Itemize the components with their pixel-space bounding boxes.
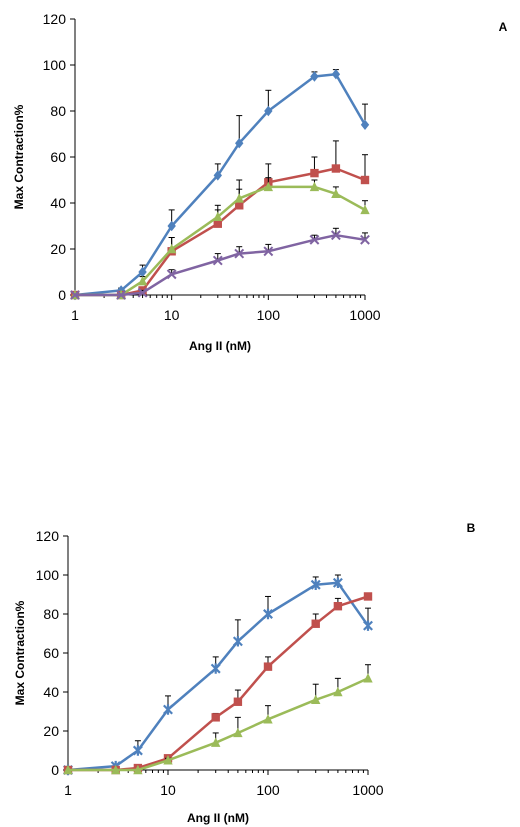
data-point xyxy=(263,662,273,671)
series-line xyxy=(67,581,370,772)
data-point xyxy=(363,673,373,683)
data-point xyxy=(263,181,274,192)
data-point xyxy=(63,764,73,775)
x-tick-label: 1 xyxy=(64,782,72,798)
data-point xyxy=(213,170,222,181)
data-point xyxy=(309,234,320,245)
data-point xyxy=(330,230,341,241)
data-point xyxy=(310,579,321,590)
data-point xyxy=(234,248,245,259)
data-point xyxy=(70,290,80,300)
data-point xyxy=(233,727,243,738)
data-point xyxy=(310,168,319,178)
data-point xyxy=(360,234,370,245)
x-tick-label: 1 xyxy=(71,307,79,323)
data-point xyxy=(232,636,243,647)
x-axis-title: Ang II (nM) xyxy=(187,811,249,825)
data-point xyxy=(360,119,370,130)
y-tick-label: 0 xyxy=(58,287,66,303)
y-axis-title: Max Contraction% xyxy=(12,104,26,209)
data-point xyxy=(163,704,173,715)
y-tick-label: 60 xyxy=(50,149,66,165)
series-line xyxy=(75,233,366,297)
y-tick-label: 20 xyxy=(50,241,66,257)
data-point xyxy=(331,188,341,198)
data-point xyxy=(363,620,373,631)
data-point xyxy=(310,71,319,82)
data-point xyxy=(213,211,223,221)
y-axis-title: Max Contraction% xyxy=(13,600,27,705)
data-point xyxy=(263,714,273,724)
x-tick-label: 10 xyxy=(160,782,176,798)
data-point xyxy=(235,201,244,210)
data-point xyxy=(133,764,143,775)
data-point xyxy=(137,276,148,286)
y-tick-label: 100 xyxy=(36,567,60,583)
data-point xyxy=(263,246,274,257)
x-tick-label: 100 xyxy=(256,782,280,798)
series-blue xyxy=(63,574,373,776)
series-line xyxy=(74,72,367,297)
series-line xyxy=(68,677,369,772)
data-point xyxy=(360,204,370,215)
data-point xyxy=(309,181,320,192)
data-point xyxy=(116,290,127,300)
data-point xyxy=(212,255,223,266)
series-green xyxy=(63,664,373,775)
y-tick-label: 40 xyxy=(43,684,59,700)
series-blue xyxy=(70,69,370,301)
data-point xyxy=(211,713,220,722)
data-point xyxy=(264,105,273,117)
data-point xyxy=(263,608,273,620)
series-line xyxy=(75,167,366,297)
data-point xyxy=(235,138,244,149)
data-point xyxy=(166,269,177,280)
data-point xyxy=(213,219,222,228)
panel-label: A xyxy=(499,20,508,34)
data-point xyxy=(211,737,221,747)
data-point xyxy=(233,697,243,706)
data-point xyxy=(363,592,373,601)
y-tick-label: 80 xyxy=(43,606,59,622)
data-point xyxy=(333,686,343,697)
data-point xyxy=(333,602,343,611)
y-tick-label: 40 xyxy=(50,195,66,211)
data-point xyxy=(331,69,341,80)
data-point xyxy=(166,243,177,254)
data-point xyxy=(167,220,176,232)
y-tick-label: 120 xyxy=(36,528,60,544)
series-line xyxy=(75,185,366,297)
data-point xyxy=(111,764,121,775)
x-tick-label: 100 xyxy=(257,307,281,323)
y-tick-label: 80 xyxy=(50,103,66,119)
y-tick-label: 0 xyxy=(51,762,59,778)
y-tick-label: 60 xyxy=(43,645,59,661)
data-point xyxy=(210,663,221,674)
y-tick-label: 120 xyxy=(43,11,67,27)
x-tick-label: 1000 xyxy=(349,307,380,323)
series-green xyxy=(70,177,370,300)
data-point xyxy=(132,745,143,756)
data-point xyxy=(331,164,341,173)
data-point xyxy=(360,175,370,185)
data-point xyxy=(163,755,173,765)
series-red xyxy=(63,592,373,775)
data-point xyxy=(311,619,320,628)
data-point xyxy=(311,694,321,704)
series-purple xyxy=(70,227,370,300)
data-point xyxy=(234,193,244,203)
y-tick-label: 100 xyxy=(43,57,67,73)
x-tick-label: 10 xyxy=(164,307,180,323)
data-point xyxy=(138,266,147,278)
x-axis-title: Ang II (nM) xyxy=(189,339,251,353)
y-tick-label: 20 xyxy=(43,723,59,739)
data-point xyxy=(137,287,148,298)
x-tick-label: 1000 xyxy=(352,782,383,798)
data-point xyxy=(332,577,343,588)
panel-label: B xyxy=(467,521,476,535)
